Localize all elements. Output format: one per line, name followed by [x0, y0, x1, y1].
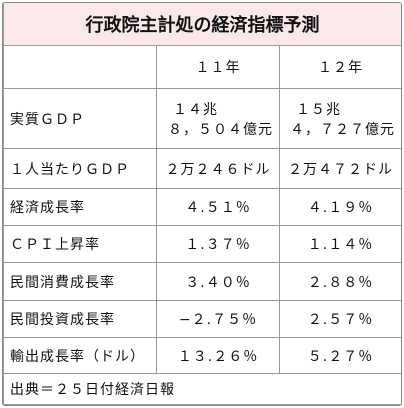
corner-cell: [3, 45, 157, 89]
indicator-table: 行政院主計処の経済指標予測 １１年 １２年 実質ＧＤＰ １４兆 ８，５０４億元 １５兆…: [3, 3, 401, 405]
row-label: 民間消費成長率: [3, 262, 157, 301]
table-row: ＣＰＩ上昇率 １.３７％ １.１４％: [3, 225, 401, 263]
value-cell: ２.５７％: [278, 300, 401, 338]
value-cell: −２.７５％: [156, 300, 280, 338]
value-cell: ３.４０％: [156, 262, 280, 301]
value-cell: １５兆 ４，７２７億元: [278, 88, 401, 149]
row-label: 輸出成長率（ドル）: [3, 337, 157, 374]
table-row: １人当たりＧＤＰ ２万２４６ドル ２万４７２ドル: [3, 148, 401, 189]
value-cell: １４兆 ８，５０４億元: [156, 88, 280, 149]
table-row: 輸出成長率（ドル） １３.２６％ ５.２７％: [3, 337, 401, 374]
table-row: 実質ＧＤＰ １４兆 ８，５０４億元 １５兆 ４，７２７億元: [3, 88, 401, 149]
value-line: ４，７２７億元: [290, 121, 396, 138]
source-note: 出典＝２５日付経済日報: [3, 373, 401, 405]
header-cell: １２年: [278, 45, 401, 89]
table-row: 民間投資成長率 −２.７５％ ２.５７％: [3, 300, 401, 338]
row-label: 経済成長率: [3, 188, 157, 226]
header-cell: １１年: [156, 45, 280, 89]
value-cell: １.１４％: [278, 225, 401, 263]
table-row: 民間消費成長率 ３.４０％ ２.８８％: [3, 262, 401, 301]
value-cell: １３.２６％: [156, 337, 280, 374]
value-cell: ２.８８％: [278, 262, 401, 301]
value-cell: ４.１９％: [278, 188, 401, 226]
value-cell: １.３７％: [156, 225, 280, 263]
value-line: ８，５０４億元: [168, 121, 273, 138]
row-label: ＣＰＩ上昇率: [3, 225, 157, 263]
table-title: 行政院主計処の経済指標予測: [3, 3, 401, 46]
value-cell: ２万２４６ドル: [156, 148, 280, 189]
footer-row: 出典＝２５日付経済日報: [3, 373, 401, 405]
value-line: １４兆: [173, 101, 218, 118]
value-cell: ４.５１％: [156, 188, 280, 226]
value-line: １５兆: [296, 101, 341, 118]
row-label: 実質ＧＤＰ: [3, 88, 157, 149]
row-label: １人当たりＧＤＰ: [3, 148, 157, 189]
table-row: 経済成長率 ４.５１％ ４.１９％: [3, 188, 401, 226]
value-cell: ５.２７％: [278, 337, 401, 374]
row-label: 民間投資成長率: [3, 300, 157, 338]
value-cell: ２万４７２ドル: [278, 148, 401, 189]
